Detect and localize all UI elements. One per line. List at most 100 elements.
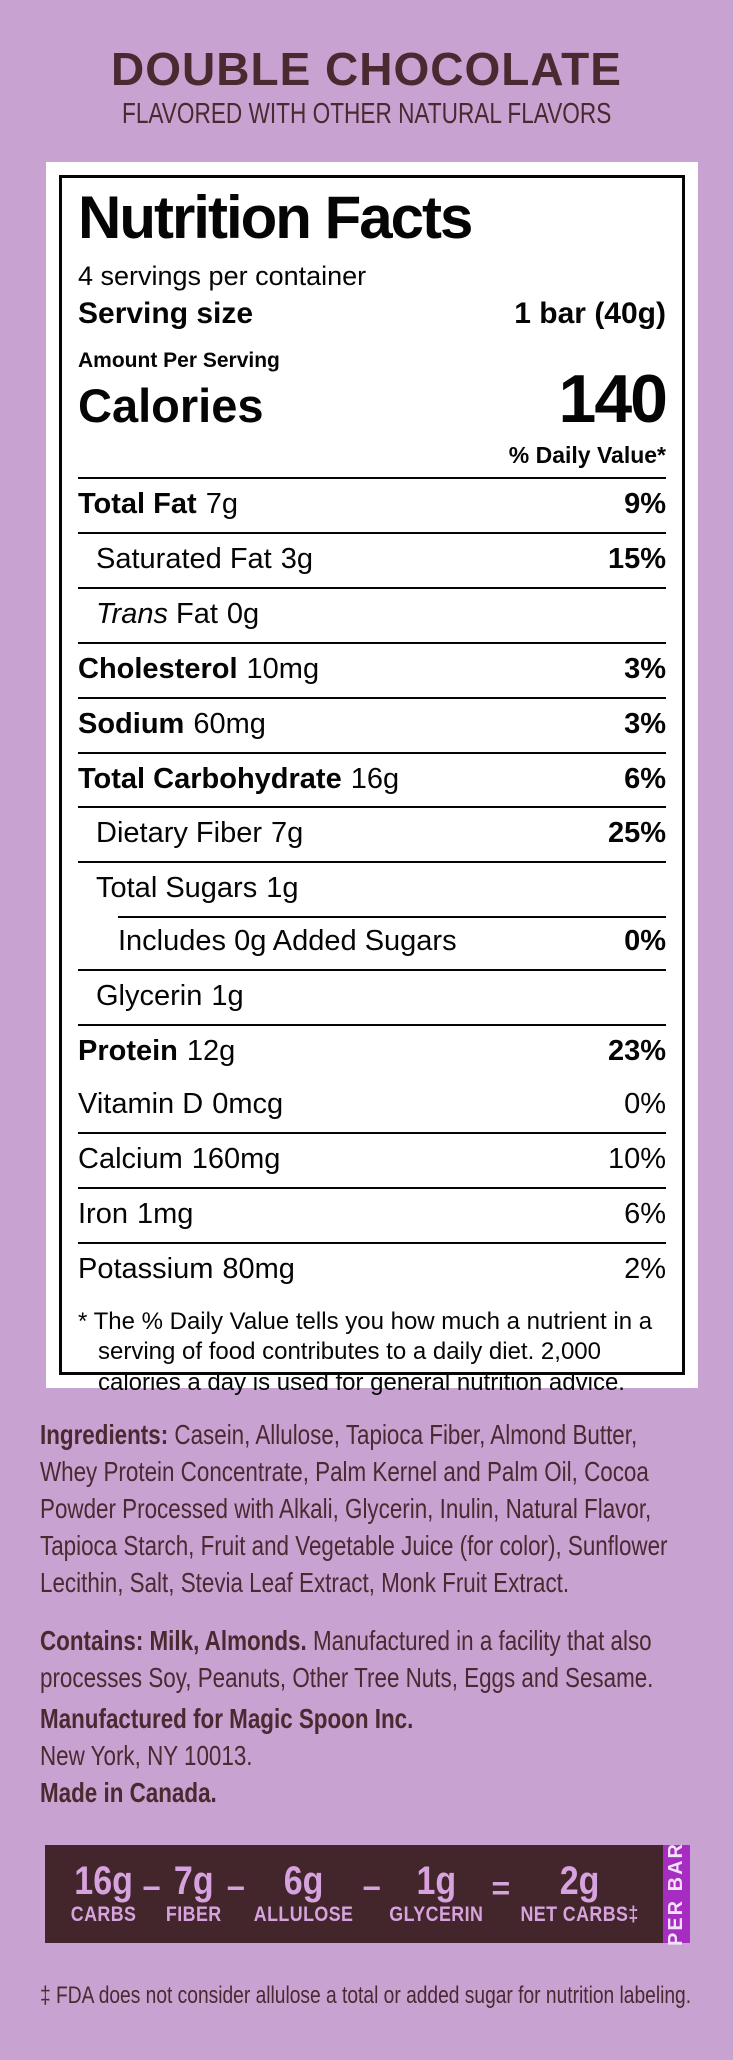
per-bar-label: PER BAR bbox=[665, 1842, 688, 1947]
per-bar-tab: PER BAR bbox=[663, 1842, 690, 1947]
net-carbs-equation: 16g CARBS − 7g FIBER − 6g ALLULOSE − 1g … bbox=[45, 1845, 663, 1943]
minus-sign: − bbox=[142, 1869, 161, 1906]
nutrient-name: Total Fat bbox=[78, 488, 197, 521]
nutrition-facts-title: Nutrition Facts bbox=[78, 184, 473, 251]
nutrient-row-total-carbohydrate: Total Carbohydrate 16g 6% bbox=[78, 751, 666, 807]
fiber-value: 7g bbox=[173, 1858, 214, 1903]
glycerin-label: GLYCERIN bbox=[389, 1902, 484, 1926]
fda-note-section: ‡ FDA does not consider allulose a total… bbox=[40, 1982, 730, 2011]
nutrient-row-trans-fat: Trans Fat 0g bbox=[78, 586, 666, 642]
fiber-label: FIBER bbox=[165, 1902, 222, 1926]
serving-size-row: Serving size 1 bar (40g) bbox=[78, 297, 666, 341]
nutrient-row-total-fat: Total Fat 7g 9% bbox=[78, 479, 666, 532]
ingredients-section: Ingredients: Casein, Allulose, Tapioca F… bbox=[40, 1416, 700, 1601]
manufacturer-line2: New York, NY 10013. bbox=[40, 1740, 253, 1771]
net-carbs-item-allulose: 6g ALLULOSE bbox=[254, 1861, 354, 1927]
nutrient-dv: 6% bbox=[624, 762, 666, 795]
nutrient-row-total-sugars: Total Sugars 1g bbox=[78, 861, 666, 916]
nutrient-name: Saturated Fat bbox=[96, 543, 272, 576]
nutrient-dv: 23% bbox=[607, 1035, 666, 1068]
vitamin-name: Calcium bbox=[78, 1142, 183, 1175]
vitamin-amount: 0mcg bbox=[212, 1087, 284, 1120]
nutrient-amount: 0g bbox=[226, 597, 260, 630]
nutrient-name: Glycerin bbox=[96, 980, 203, 1013]
nutrient-row-added-sugars: Includes 0g Added Sugars 0% bbox=[78, 916, 666, 969]
ingredients-label: Ingredients: bbox=[40, 1419, 169, 1450]
manufacturer-line3: Made in Canada. bbox=[40, 1777, 217, 1808]
nutrient-amount: 1g bbox=[211, 980, 244, 1013]
nutrition-facts-panel: Nutrition Facts 4 servings per container… bbox=[46, 162, 698, 1396]
net-carbs-item-net-carbs: 2g NET CARBS‡ bbox=[521, 1861, 639, 1927]
nutrient-name: Cholesterol bbox=[78, 652, 238, 685]
nutrient-row-sodium: Sodium 60mg 3% bbox=[78, 696, 666, 752]
manufacturer-line1: Manufactured for Magic Spoon Inc. bbox=[40, 1703, 414, 1734]
ingredients-list: Casein, Allulose, Tapioca Fiber, Almond … bbox=[40, 1419, 668, 1598]
calories-value: 140 bbox=[558, 361, 668, 438]
calories-row: Calories 140 bbox=[78, 361, 668, 438]
allergen-text: Contains: Milk, Almonds. Manufactured in… bbox=[40, 1622, 700, 1696]
nutrient-name: Fat bbox=[175, 597, 218, 630]
nutrient-dv: 15% bbox=[607, 543, 666, 576]
carbs-value: 16g bbox=[74, 1858, 133, 1903]
net-carbs-item-carbs: 16g CARBS bbox=[71, 1861, 137, 1927]
calories-label: Calories bbox=[78, 379, 264, 433]
net-carbs-value: 2g bbox=[559, 1858, 600, 1903]
nutrient-name: Protein bbox=[78, 1035, 178, 1068]
nutrient-amount: 3g bbox=[280, 543, 313, 576]
daily-value-footnote: * The % Daily Value tells you how much a… bbox=[78, 1307, 653, 1396]
net-carbs-label: NET CARBS‡ bbox=[520, 1902, 639, 1926]
nutrient-amount: 1g bbox=[266, 872, 299, 905]
ingredients-text: Ingredients: Casein, Allulose, Tapioca F… bbox=[40, 1416, 700, 1601]
nutrient-name: Includes 0g Added Sugars bbox=[118, 925, 457, 958]
nutrient-dv: 3% bbox=[624, 707, 666, 740]
vitamin-amount: 160mg bbox=[191, 1142, 281, 1175]
vitamin-amount: 80mg bbox=[222, 1252, 295, 1285]
nutrient-row-glycerin: Glycerin 1g bbox=[78, 969, 666, 1024]
vitamin-amount: 1mg bbox=[136, 1197, 194, 1230]
nutrient-row-dietary-fiber: Dietary Fiber 7g 25% bbox=[78, 806, 666, 861]
vitamin-row-potassium: Potassium 80mg 2% bbox=[78, 1241, 666, 1297]
nutrient-row-saturated-fat: Saturated Fat 3g 15% bbox=[78, 532, 666, 587]
net-carbs-item-glycerin: 1g GLYCERIN bbox=[389, 1861, 483, 1927]
facility-text: Manufactured in a facility that also pro… bbox=[40, 1625, 654, 1693]
vitamin-name: Iron bbox=[78, 1197, 128, 1230]
servings-per-container: 4 servings per container bbox=[78, 260, 367, 291]
nutrient-dv: 3% bbox=[624, 652, 666, 685]
flavor-subtitle: FLAVORED WITH OTHER NATURAL FLAVORS bbox=[121, 97, 612, 130]
serving-size-value: 1 bar (40g) bbox=[514, 297, 666, 331]
amount-per-serving-label: Amount Per Serving bbox=[78, 349, 280, 373]
nutrient-dv: 25% bbox=[607, 817, 666, 850]
net-carbs-bar: 16g CARBS − 7g FIBER − 6g ALLULOSE − 1g … bbox=[45, 1842, 690, 1947]
fda-note-text: ‡ FDA does not consider allulose a total… bbox=[40, 1982, 692, 2009]
equals-sign: = bbox=[491, 1869, 511, 1906]
minus-sign: − bbox=[226, 1869, 246, 1906]
nutrient-row-protein: Protein 12g 23% bbox=[78, 1024, 666, 1079]
vitamin-name: Vitamin D bbox=[78, 1087, 204, 1120]
nutrient-dv: 0% bbox=[624, 925, 666, 958]
vitamin-dv: 2% bbox=[624, 1252, 666, 1285]
nutrient-name-italic: Trans bbox=[96, 597, 168, 630]
nutrient-amount: 60mg bbox=[193, 707, 266, 740]
carbs-label: CARBS bbox=[70, 1902, 137, 1926]
vitamin-dv: 6% bbox=[624, 1197, 666, 1230]
allulose-label: ALLULOSE bbox=[253, 1902, 354, 1926]
nutrient-name: Total Carbohydrate bbox=[78, 762, 342, 795]
vitamin-row-calcium: Calcium 160mg 10% bbox=[78, 1131, 666, 1187]
nutrient-name: Sodium bbox=[78, 707, 185, 740]
nutrient-row-cholesterol: Cholesterol 10mg 3% bbox=[78, 641, 666, 697]
vitamin-row-vitamin-d: Vitamin D 0mcg 0% bbox=[78, 1079, 666, 1132]
daily-value-header: % Daily Value* bbox=[78, 435, 666, 480]
nutrient-name: Total Sugars bbox=[96, 872, 258, 905]
allulose-value: 6g bbox=[283, 1858, 324, 1903]
flavor-header: DOUBLE CHOCOLATE FLAVORED WITH OTHER NAT… bbox=[0, 44, 733, 131]
nutrient-amount: 10mg bbox=[246, 652, 320, 685]
serving-size-label: Serving size bbox=[78, 297, 254, 331]
nutrient-amount: 12g bbox=[186, 1035, 236, 1068]
minus-sign: − bbox=[362, 1869, 381, 1906]
allergen-section: Contains: Milk, Almonds. Manufactured in… bbox=[40, 1622, 700, 1696]
nutrient-amount: 16g bbox=[350, 762, 400, 795]
nutrient-dv: 9% bbox=[624, 488, 666, 521]
contains-label: Contains: Milk, Almonds. bbox=[40, 1625, 307, 1656]
manufacturer-section: Manufactured for Magic Spoon Inc. New Yo… bbox=[40, 1700, 700, 1811]
vitamin-dv: 10% bbox=[607, 1142, 666, 1175]
